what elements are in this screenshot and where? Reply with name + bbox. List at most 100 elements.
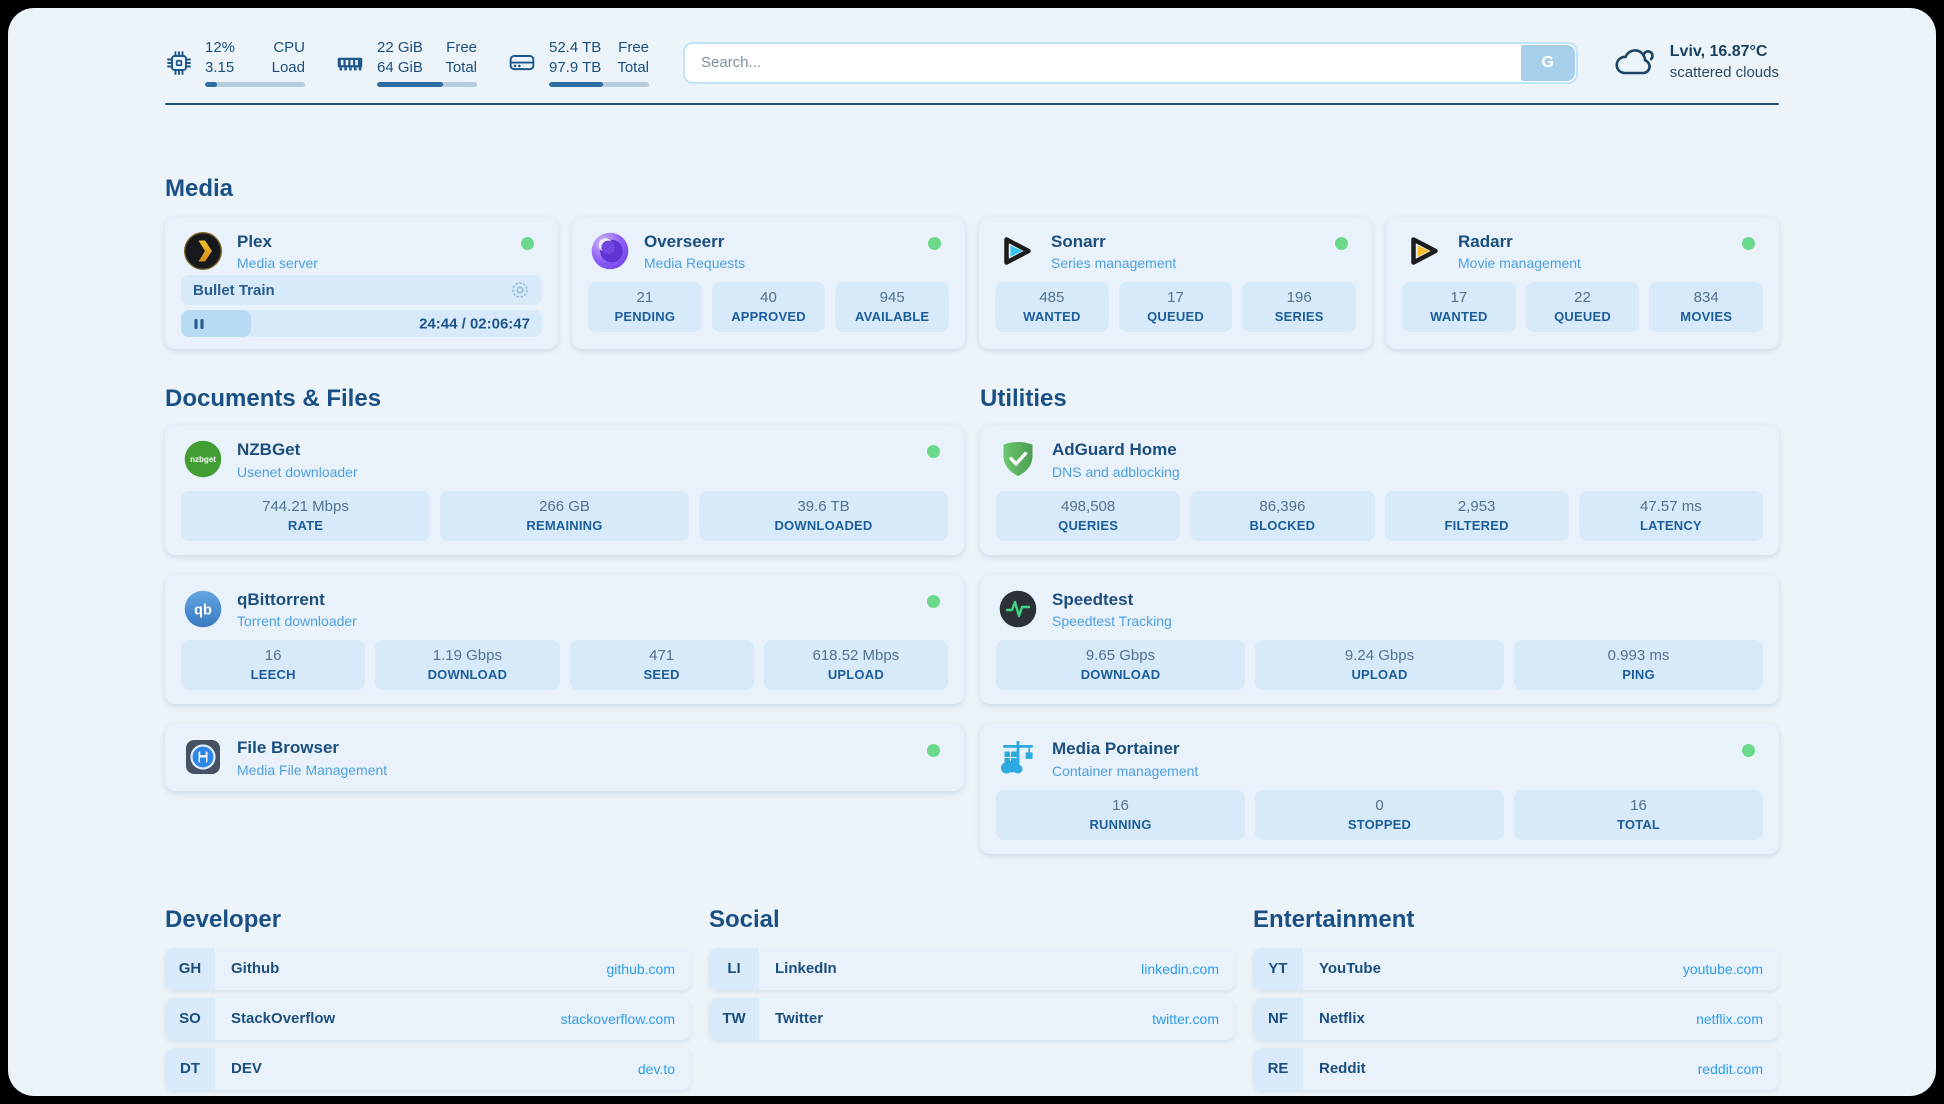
portainer-card[interactable]: Media Portainer Container management 16 … (980, 724, 1779, 854)
bookmarks-grid: Developer GH Github github.com SO StackO… (165, 906, 1779, 1090)
status-dot (928, 237, 941, 250)
nzbget-card[interactable]: nzbget NZBGet Usenet downloader 744.21 M… (165, 425, 964, 555)
disk-progress-track (549, 82, 649, 87)
plex-card[interactable]: Plex Media server Bullet Train (165, 217, 558, 350)
app-subtitle: Media Requests (644, 255, 746, 272)
stat-value: 618.52 Mbps (812, 647, 900, 665)
social-column: Social LI LinkedIn linkedin.com TW Twitt… (709, 906, 1235, 1040)
documents-column: Documents & Files nzbget NZBGet Usenet d… (165, 385, 964, 791)
stat-label: QUEUED (1147, 309, 1204, 325)
pause-icon[interactable] (191, 316, 207, 332)
topbar-divider (165, 103, 1779, 105)
app-subtitle: Speedtest Tracking (1052, 613, 1172, 630)
stat-box-latency: 47.57 ms LATENCY (1578, 490, 1763, 541)
bookmark-name: DEV (231, 1060, 262, 1078)
bookmark-stackoverflow[interactable]: SO StackOverflow stackoverflow.com (165, 997, 691, 1040)
stat-value: 485 (1039, 289, 1065, 307)
filebrowser-card[interactable]: File Browser Media File Management (165, 724, 964, 791)
app-subtitle: Container management (1052, 762, 1199, 779)
bookmark-github[interactable]: GH Github github.com (165, 947, 691, 990)
stat-value: 2,953 (1457, 497, 1496, 515)
stat-value: 47.57 ms (1640, 497, 1702, 515)
adguard-header: AdGuard Home DNS and adblocking (980, 425, 1779, 487)
disk-stat: 52.4 TB 97.9 TB Free Total (507, 38, 649, 87)
disk-total: 97.9 TB (549, 58, 602, 76)
dashboard-page: 12% 3.15 CPU Load (8, 8, 1936, 1096)
weather-location: Lviv, 16.87°C (1669, 43, 1768, 61)
nzbget-stats: 744.21 Mbps RATE 266 GB REMAINING 39.6 T… (165, 488, 964, 555)
stat-box-series: 196 SERIES (1242, 282, 1357, 333)
radarr-header: Radarr Movie management (1386, 217, 1779, 279)
now-playing-title-row: Bullet Train (181, 275, 542, 306)
bookmark-name: Github (231, 960, 280, 978)
stat-box-ping: 0.993 ms PING (1514, 640, 1763, 691)
radarr-icon (1411, 237, 1438, 265)
stat-box-stopped: 0 STOPPED (1255, 789, 1504, 840)
bookmark-youtube[interactable]: YT YouTube youtube.com (1253, 947, 1779, 990)
bookmark-name: LinkedIn (775, 960, 837, 978)
stat-box-queries: 498,508 QUERIES (996, 490, 1181, 541)
disk-label-2: Total (617, 58, 649, 76)
app-title: Media Portainer (1052, 739, 1180, 759)
qbittorrent-header: qb qBittorrent Torrent downloader (165, 575, 964, 637)
nzbget-icon-text: nzbget (190, 455, 216, 464)
cpu-label-2: Load (271, 58, 305, 76)
stat-value: 744.21 Mbps (262, 497, 349, 515)
now-playing-progress[interactable]: 24:44 / 02:06:47 (181, 310, 542, 338)
stat-value: 1.19 Gbps (432, 647, 502, 665)
bookmark-linkedin[interactable]: LI LinkedIn linkedin.com (709, 947, 1235, 990)
overseerr-header: Overseerr Media Requests (572, 217, 965, 279)
now-playing-title: Bullet Train (193, 281, 275, 299)
bookmark-url: twitter.com (1152, 1010, 1219, 1027)
stat-value: 471 (649, 647, 675, 665)
stat-value: 0.993 ms (1607, 647, 1670, 665)
speedtest-icon (999, 590, 1037, 628)
sonarr-titles: Sonarr Series management (1051, 231, 1176, 271)
bookmark-reddit[interactable]: RE Reddit reddit.com (1253, 1047, 1779, 1090)
app-subtitle: Media File Management (237, 761, 388, 778)
adguard-card[interactable]: AdGuard Home DNS and adblocking 498,508 … (980, 425, 1779, 555)
ram-stat-body: 22 GiB 64 GiB Free Total (377, 38, 477, 87)
sonarr-card[interactable]: Sonarr Series management 485 WANTED 17 Q… (979, 217, 1372, 350)
stat-box-download: 9.65 Gbps DOWNLOAD (996, 640, 1245, 691)
bookmark-url: youtube.com (1682, 960, 1763, 977)
stat-box-downloaded: 39.6 TB DOWNLOADED (699, 490, 948, 541)
status-dot (1335, 237, 1348, 250)
cpu-stat-rows: 12% 3.15 CPU Load (205, 38, 305, 77)
speedtest-card[interactable]: Speedtest Speedtest Tracking 9.65 Gbps D… (980, 574, 1779, 705)
stat-label: AVAILABLE (855, 309, 930, 325)
qbittorrent-card[interactable]: qb qBittorrent Torrent downloader 16 LEE… (165, 574, 964, 705)
google-search-button[interactable]: G (1520, 44, 1575, 81)
disk-stat-body: 52.4 TB 97.9 TB Free Total (549, 38, 649, 87)
bookmark-dev[interactable]: DT DEV dev.to (165, 1047, 691, 1090)
sonarr-header: Sonarr Series management (979, 217, 1372, 279)
adguard-stats: 498,508 QUERIES 86,396 BLOCKED 2,953 FIL… (980, 488, 1779, 555)
stat-value: 266 GB (539, 497, 590, 515)
stat-label: DOWNLOAD (1080, 667, 1161, 683)
app-title: Plex (237, 232, 272, 251)
bookmark-twitter[interactable]: TW Twitter twitter.com (709, 997, 1235, 1040)
search-input[interactable] (683, 41, 1578, 84)
stat-box-remaining: 266 GB REMAINING (440, 490, 689, 541)
bookmark-netflix[interactable]: NF Netflix netflix.com (1253, 997, 1779, 1040)
stat-box-queued: 22 QUEUED (1525, 282, 1640, 333)
app-title: Sonarr (1051, 232, 1106, 251)
media-grid: Plex Media server Bullet Train (165, 217, 1779, 350)
stat-value: 16 (264, 647, 282, 665)
stat-value: 196 (1286, 289, 1312, 307)
adguard-titles: AdGuard Home DNS and adblocking (1052, 439, 1180, 479)
app-subtitle: DNS and adblocking (1052, 463, 1180, 480)
radarr-card[interactable]: Radarr Movie management 17 WANTED 22 QUE… (1386, 217, 1779, 350)
stat-label: REMAINING (526, 517, 603, 533)
documents-section-title: Documents & Files (165, 385, 382, 413)
stat-value: 39.6 TB (797, 497, 850, 515)
topbar: 12% 3.15 CPU Load (165, 38, 1779, 87)
status-dot (521, 237, 534, 250)
disk-free: 52.4 TB (549, 39, 602, 56)
stat-box-running: 16 RUNNING (996, 789, 1245, 840)
ram-stat: 22 GiB 64 GiB Free Total (335, 38, 477, 87)
portainer-header: Media Portainer Container management (980, 724, 1779, 786)
app-title: Speedtest (1052, 589, 1134, 609)
stat-box-seed: 471 SEED (569, 640, 754, 691)
overseerr-card[interactable]: Overseerr Media Requests 21 PENDING 40 A… (572, 217, 965, 350)
